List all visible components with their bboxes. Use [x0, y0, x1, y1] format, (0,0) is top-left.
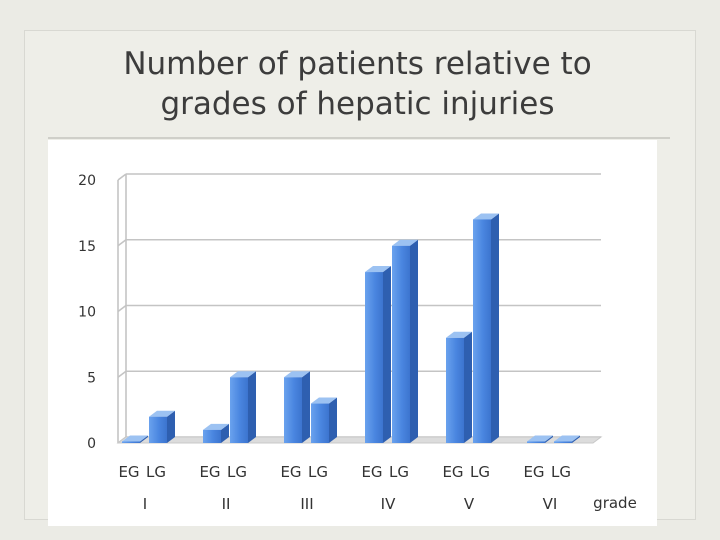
- x-group-label: IV: [381, 495, 396, 513]
- slide-title: Number of patients relative to grades of…: [0, 44, 715, 124]
- y-tick-label: 10: [78, 305, 96, 321]
- bar-top-eg-IV: [365, 266, 391, 273]
- bar-top-lg-II: [230, 371, 256, 378]
- x-axis-title: grade: [593, 494, 637, 512]
- bar-side-lg-II: [248, 371, 256, 443]
- bar-top-lg-III: [311, 397, 337, 404]
- bar-lg-I: [149, 416, 167, 443]
- bar-eg-V: [446, 337, 464, 443]
- bar-lg-IV: [392, 245, 410, 443]
- bar-lg-II: [230, 377, 248, 443]
- bar-top-eg-II: [203, 423, 229, 430]
- bar-eg-IV: [365, 272, 383, 443]
- x-group-label: V: [464, 495, 475, 513]
- x-subcategory-label: EG: [199, 463, 220, 481]
- x-group-label: I: [143, 495, 147, 513]
- x-subcategory-label: EG: [523, 463, 544, 481]
- bar-side-lg-IV: [410, 239, 418, 443]
- bar-side-lg-VI: [572, 435, 580, 443]
- y-tick-label: 0: [87, 436, 96, 452]
- bar-eg-II: [203, 429, 221, 443]
- x-subcategory-label: LG: [389, 463, 409, 481]
- bar-eg-I: [122, 441, 140, 443]
- bar-side-eg-I: [140, 435, 148, 443]
- bar-top-eg-VI: [527, 435, 553, 442]
- x-group-label: II: [222, 495, 231, 513]
- y-tick-label: 5: [87, 370, 96, 386]
- bar-top-eg-V: [446, 331, 472, 338]
- bar-lg-VI: [554, 441, 572, 443]
- title-divider: [48, 137, 670, 139]
- y-tick-label: 15: [78, 239, 96, 255]
- x-subcategory-label: LG: [146, 463, 166, 481]
- bar-side-eg-V: [464, 331, 472, 443]
- bar-top-lg-IV: [392, 239, 418, 246]
- slide-title-line-2: grades of hepatic injuries: [160, 86, 555, 122]
- x-subcategory-label: LG: [551, 463, 571, 481]
- bar-lg-V: [473, 219, 491, 443]
- x-subcategory-label: EG: [280, 463, 301, 481]
- bar-top-lg-I: [149, 410, 175, 417]
- x-subcategory-label: LG: [227, 463, 247, 481]
- bar-side-eg-VI: [545, 435, 553, 443]
- x-subcategory-label: EG: [442, 463, 463, 481]
- bar-top-lg-V: [473, 213, 499, 220]
- slide-title-line-1: Number of patients relative to: [123, 46, 592, 82]
- bar-top-lg-VI: [554, 435, 580, 442]
- x-group-label: III: [300, 495, 313, 513]
- gridline-slant: [117, 304, 127, 313]
- x-group-label: VI: [543, 495, 558, 513]
- bar-top-eg-III: [284, 371, 310, 378]
- bar-side-lg-III: [329, 397, 337, 443]
- gridline-slant: [117, 173, 127, 181]
- gridline-slant: [117, 370, 127, 378]
- y-tick-label: 20: [78, 173, 96, 189]
- gridline-slant: [117, 239, 127, 247]
- bar-side-eg-III: [302, 371, 310, 443]
- bar-eg-VI: [527, 441, 545, 443]
- x-subcategory-label: EG: [361, 463, 382, 481]
- bar-eg-III: [284, 377, 302, 443]
- bar-top-eg-I: [122, 435, 148, 442]
- chart-panel: 0 5 10 15 20 EG LG I EG LG II EG LG III EG LG IV EG LG V EG L…: [48, 140, 657, 526]
- x-subcategory-label: LG: [308, 463, 328, 481]
- bar-side-eg-II: [221, 423, 229, 443]
- bar-side-eg-IV: [383, 266, 391, 443]
- x-subcategory-label: EG: [118, 463, 139, 481]
- x-subcategory-label: LG: [470, 463, 490, 481]
- bar-lg-III: [311, 403, 329, 443]
- bar-side-lg-V: [491, 213, 499, 443]
- bar-side-lg-I: [167, 410, 175, 443]
